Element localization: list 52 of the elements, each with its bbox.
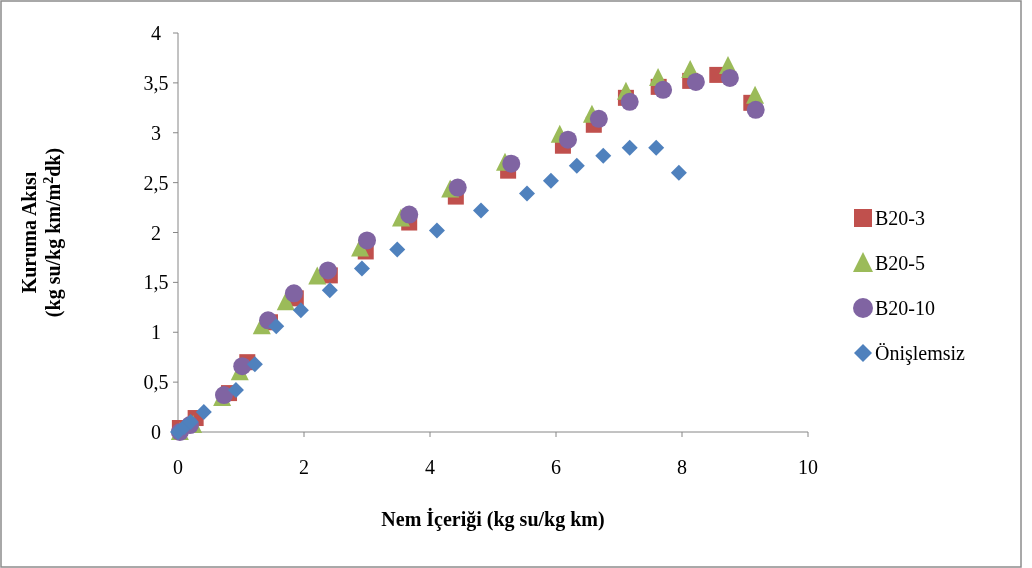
point [473,202,490,219]
point [448,178,467,197]
point [284,284,303,303]
point [654,80,673,99]
y-tick-label: 0 [151,421,161,443]
point [246,356,263,373]
point [519,185,536,202]
legend-label: Önişlemsiz [875,342,966,365]
y-tick-label: 0,5 [143,371,169,394]
point [353,260,370,277]
point [428,222,445,239]
point [318,261,337,280]
y-tick-label: 3,5 [143,71,169,94]
point [195,404,212,421]
point [268,318,285,335]
point [620,92,639,111]
point [568,157,585,174]
x-tick-label: 0 [173,456,183,478]
point [389,241,406,258]
point [621,139,638,156]
point [720,68,739,87]
point [321,282,338,299]
point [292,302,309,319]
point [308,266,327,285]
point [589,109,608,128]
legend-label: B20-5 [875,252,925,274]
point [502,154,521,173]
y-tick-label: 3 [151,121,161,144]
point [670,164,687,181]
x-axis-title: Nem İçeriği (kg su/kg km) [381,507,605,531]
point [358,231,376,250]
legend-label: B20-3 [875,207,925,229]
point [558,130,577,149]
point [648,139,665,156]
x-tick-label: 4 [425,456,435,478]
point [746,100,765,119]
point [686,72,705,91]
x-tick-label: 8 [677,456,687,478]
y-tick-label: 1,5 [143,271,169,294]
x-tick-label: 10 [798,456,818,478]
legend-label: B20-10 [875,297,935,319]
y-tick-label: 2,5 [143,171,169,194]
x-tick-label: 2 [299,456,309,478]
y-tick-label: 1 [151,321,161,344]
point [595,147,612,164]
y-tick-label: 2 [151,221,161,244]
point [542,172,559,189]
y-tick-label: 4 [151,22,161,44]
point [227,382,244,399]
point [400,205,419,224]
point [233,357,252,376]
x-tick-label: 6 [551,456,561,478]
